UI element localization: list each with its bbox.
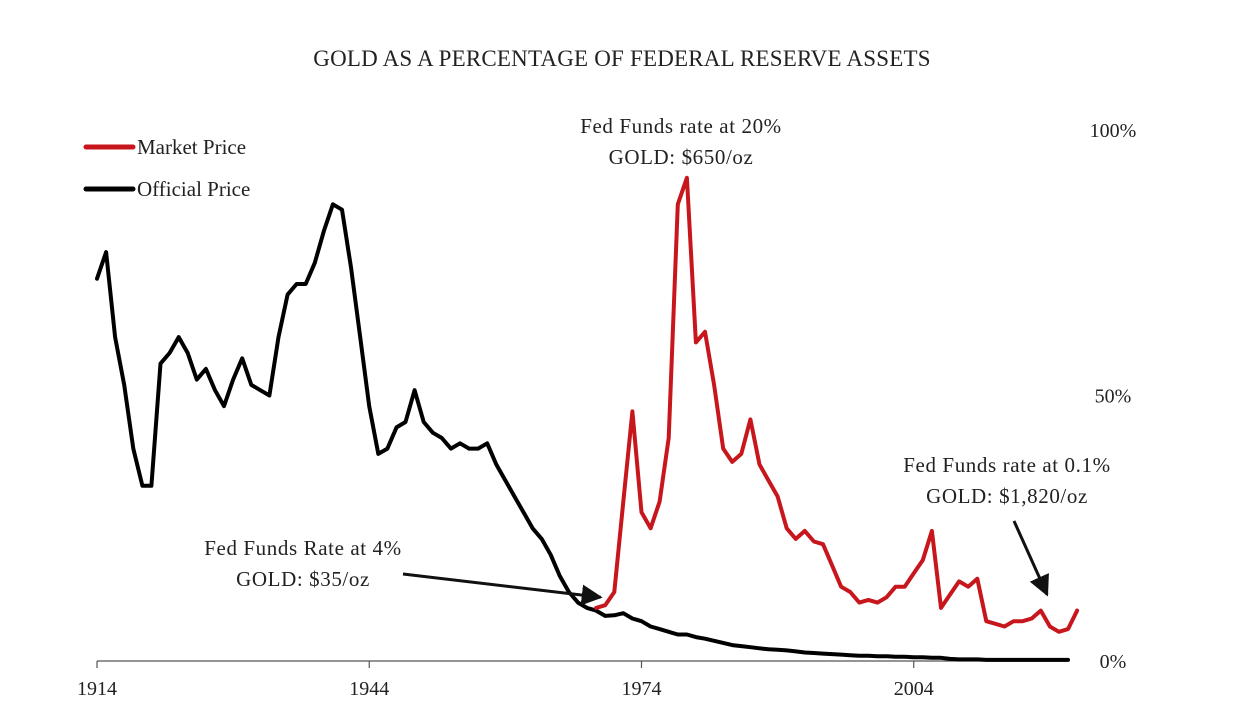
x-tick-label: 1944 xyxy=(349,678,389,700)
annotation-fed-01-line2: GOLD: $1,820/oz xyxy=(926,484,1088,508)
x-tick-label: 1974 xyxy=(621,678,661,700)
legend: Market Price Official Price xyxy=(83,135,250,201)
annotation-arrow-fed-4 xyxy=(402,572,603,606)
annotation-fed-20: Fed Funds rate at 20% GOLD: $650/oz xyxy=(580,114,782,169)
annotation-arrow-fed-01 xyxy=(1012,520,1049,597)
y-tick-label: 100% xyxy=(1090,120,1137,142)
legend-label-market: Market Price xyxy=(137,135,246,159)
x-tick-label: 2004 xyxy=(894,678,934,700)
annotation-fed-4-line2: GOLD: $35/oz xyxy=(236,567,370,591)
legend-label-official: Official Price xyxy=(137,177,250,201)
y-tick-label: 0% xyxy=(1100,651,1127,673)
x-tick-label: 1914 xyxy=(77,678,117,700)
annotation-fed-4: Fed Funds Rate at 4% GOLD: $35/oz xyxy=(204,536,603,606)
annotation-fed-01: Fed Funds rate at 0.1% GOLD: $1,820/oz xyxy=(903,453,1110,597)
annotation-fed-01-line1: Fed Funds rate at 0.1% xyxy=(903,453,1110,477)
series-line-official-price xyxy=(95,202,1070,662)
annotation-fed-20-line2: GOLD: $650/oz xyxy=(609,145,754,169)
annotation-fed-4-line1: Fed Funds Rate at 4% xyxy=(204,536,401,560)
chart-title: GOLD AS A PERCENTAGE OF FEDERAL RESERVE … xyxy=(313,46,930,71)
y-axis: 0% 50% 100% xyxy=(1090,120,1137,673)
annotation-fed-20-line1: Fed Funds rate at 20% xyxy=(580,114,782,138)
y-tick-label: 50% xyxy=(1095,386,1132,408)
series-line-market-price xyxy=(594,175,1080,634)
x-axis: 1914 1944 1974 2004 xyxy=(77,660,1068,700)
